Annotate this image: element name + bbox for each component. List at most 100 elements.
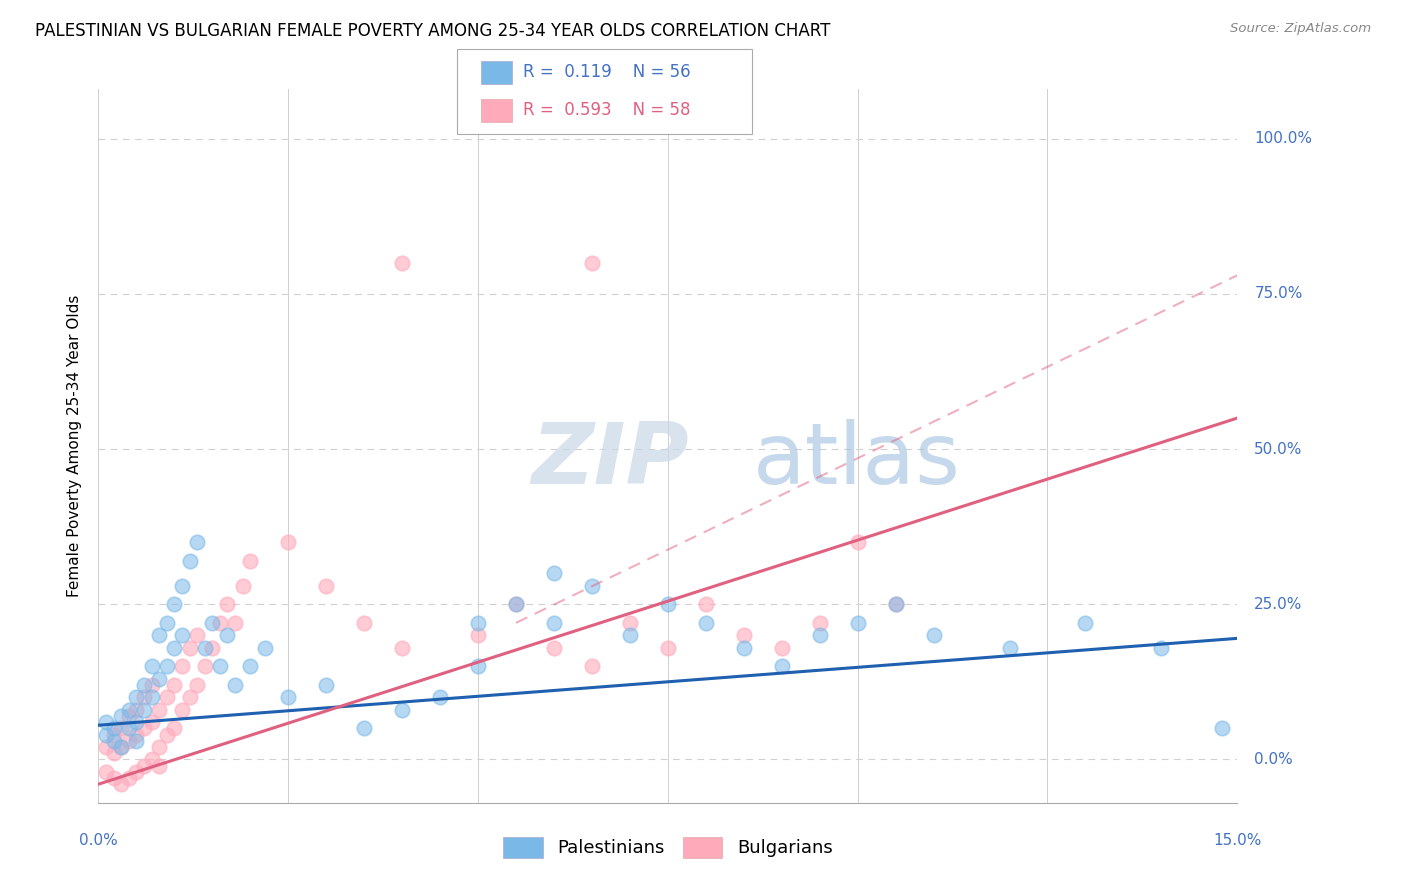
Point (657, 640, 679, 655)
Point (170, 703, 193, 717)
Point (186, 678, 208, 692)
Point (110, 709, 132, 723)
Point (695, 615, 717, 630)
Point (94, 739, 117, 754)
Point (770, 640, 793, 655)
Point (125, 733, 148, 747)
Text: ZIP: ZIP (531, 418, 689, 502)
Point (254, 640, 277, 655)
Point (156, 690, 179, 705)
Point (179, 640, 201, 655)
Point (467, 615, 489, 630)
Point (391, 640, 413, 655)
Text: PALESTINIAN VS BULGARIAN FEMALE POVERTY AMONG 25-34 YEAR OLDS CORRELATION CHART: PALESTINIAN VS BULGARIAN FEMALE POVERTY … (35, 22, 831, 40)
Point (103, 733, 125, 747)
Point (94, 715, 117, 730)
Legend: Palestinians, Bulgarians: Palestinians, Bulgarians (496, 830, 839, 865)
Point (922, 628, 945, 642)
Point (163, 640, 186, 655)
Point (110, 722, 132, 736)
Point (186, 628, 208, 642)
Point (277, 535, 299, 549)
Point (1074, 615, 1097, 630)
Point (998, 640, 1021, 655)
Point (170, 579, 193, 593)
Point (505, 597, 527, 611)
Point (467, 659, 489, 673)
Text: 0.0%: 0.0% (1254, 752, 1294, 767)
Point (505, 597, 527, 611)
Point (170, 628, 193, 642)
Point (141, 678, 163, 692)
Point (232, 579, 254, 593)
Point (217, 628, 239, 642)
Point (148, 739, 170, 754)
Point (141, 659, 163, 673)
Point (391, 256, 413, 270)
Text: 0.0%: 0.0% (79, 833, 118, 848)
Point (132, 678, 155, 692)
Point (208, 615, 231, 630)
Point (808, 628, 831, 642)
Text: 75.0%: 75.0% (1254, 286, 1303, 301)
Text: atlas: atlas (754, 418, 962, 502)
Text: 100.0%: 100.0% (1254, 131, 1312, 146)
Point (141, 715, 163, 730)
Text: Source: ZipAtlas.com: Source: ZipAtlas.com (1230, 22, 1371, 36)
Point (315, 579, 337, 593)
Text: 15.0%: 15.0% (1213, 833, 1261, 848)
Point (110, 739, 132, 754)
Point (391, 703, 413, 717)
Text: R =  0.119    N = 56: R = 0.119 N = 56 (523, 63, 690, 81)
Text: R =  0.593    N = 58: R = 0.593 N = 58 (523, 102, 690, 120)
Point (148, 628, 170, 642)
Point (353, 722, 375, 736)
Point (148, 758, 170, 772)
Point (141, 752, 163, 766)
Point (163, 722, 186, 736)
Point (132, 722, 155, 736)
Point (224, 678, 246, 692)
Point (125, 727, 148, 741)
Point (467, 628, 489, 642)
Point (148, 703, 170, 717)
Point (543, 615, 565, 630)
Point (194, 659, 217, 673)
Point (239, 659, 262, 673)
Point (208, 659, 231, 673)
Point (118, 733, 141, 747)
Point (103, 722, 125, 736)
Point (110, 739, 132, 754)
Point (118, 709, 141, 723)
Point (277, 690, 299, 705)
Point (179, 690, 201, 705)
Point (695, 597, 717, 611)
Point (156, 727, 179, 741)
Point (846, 535, 869, 549)
Point (163, 678, 186, 692)
Point (733, 640, 755, 655)
Point (125, 690, 148, 705)
Text: 50.0%: 50.0% (1254, 442, 1303, 457)
Point (132, 703, 155, 717)
Point (132, 758, 155, 772)
Point (1150, 640, 1173, 655)
Point (224, 615, 246, 630)
Point (239, 554, 262, 568)
Point (170, 659, 193, 673)
Point (179, 554, 201, 568)
Point (103, 771, 125, 785)
Point (581, 579, 603, 593)
Point (884, 597, 907, 611)
Point (353, 615, 375, 630)
Point (194, 640, 217, 655)
Point (156, 659, 179, 673)
Point (118, 771, 141, 785)
Point (808, 615, 831, 630)
Point (94, 764, 117, 779)
Point (103, 746, 125, 760)
Point (543, 640, 565, 655)
Y-axis label: Female Poverty Among 25-34 Year Olds: Female Poverty Among 25-34 Year Olds (66, 295, 82, 597)
Point (118, 703, 141, 717)
Point (125, 715, 148, 730)
